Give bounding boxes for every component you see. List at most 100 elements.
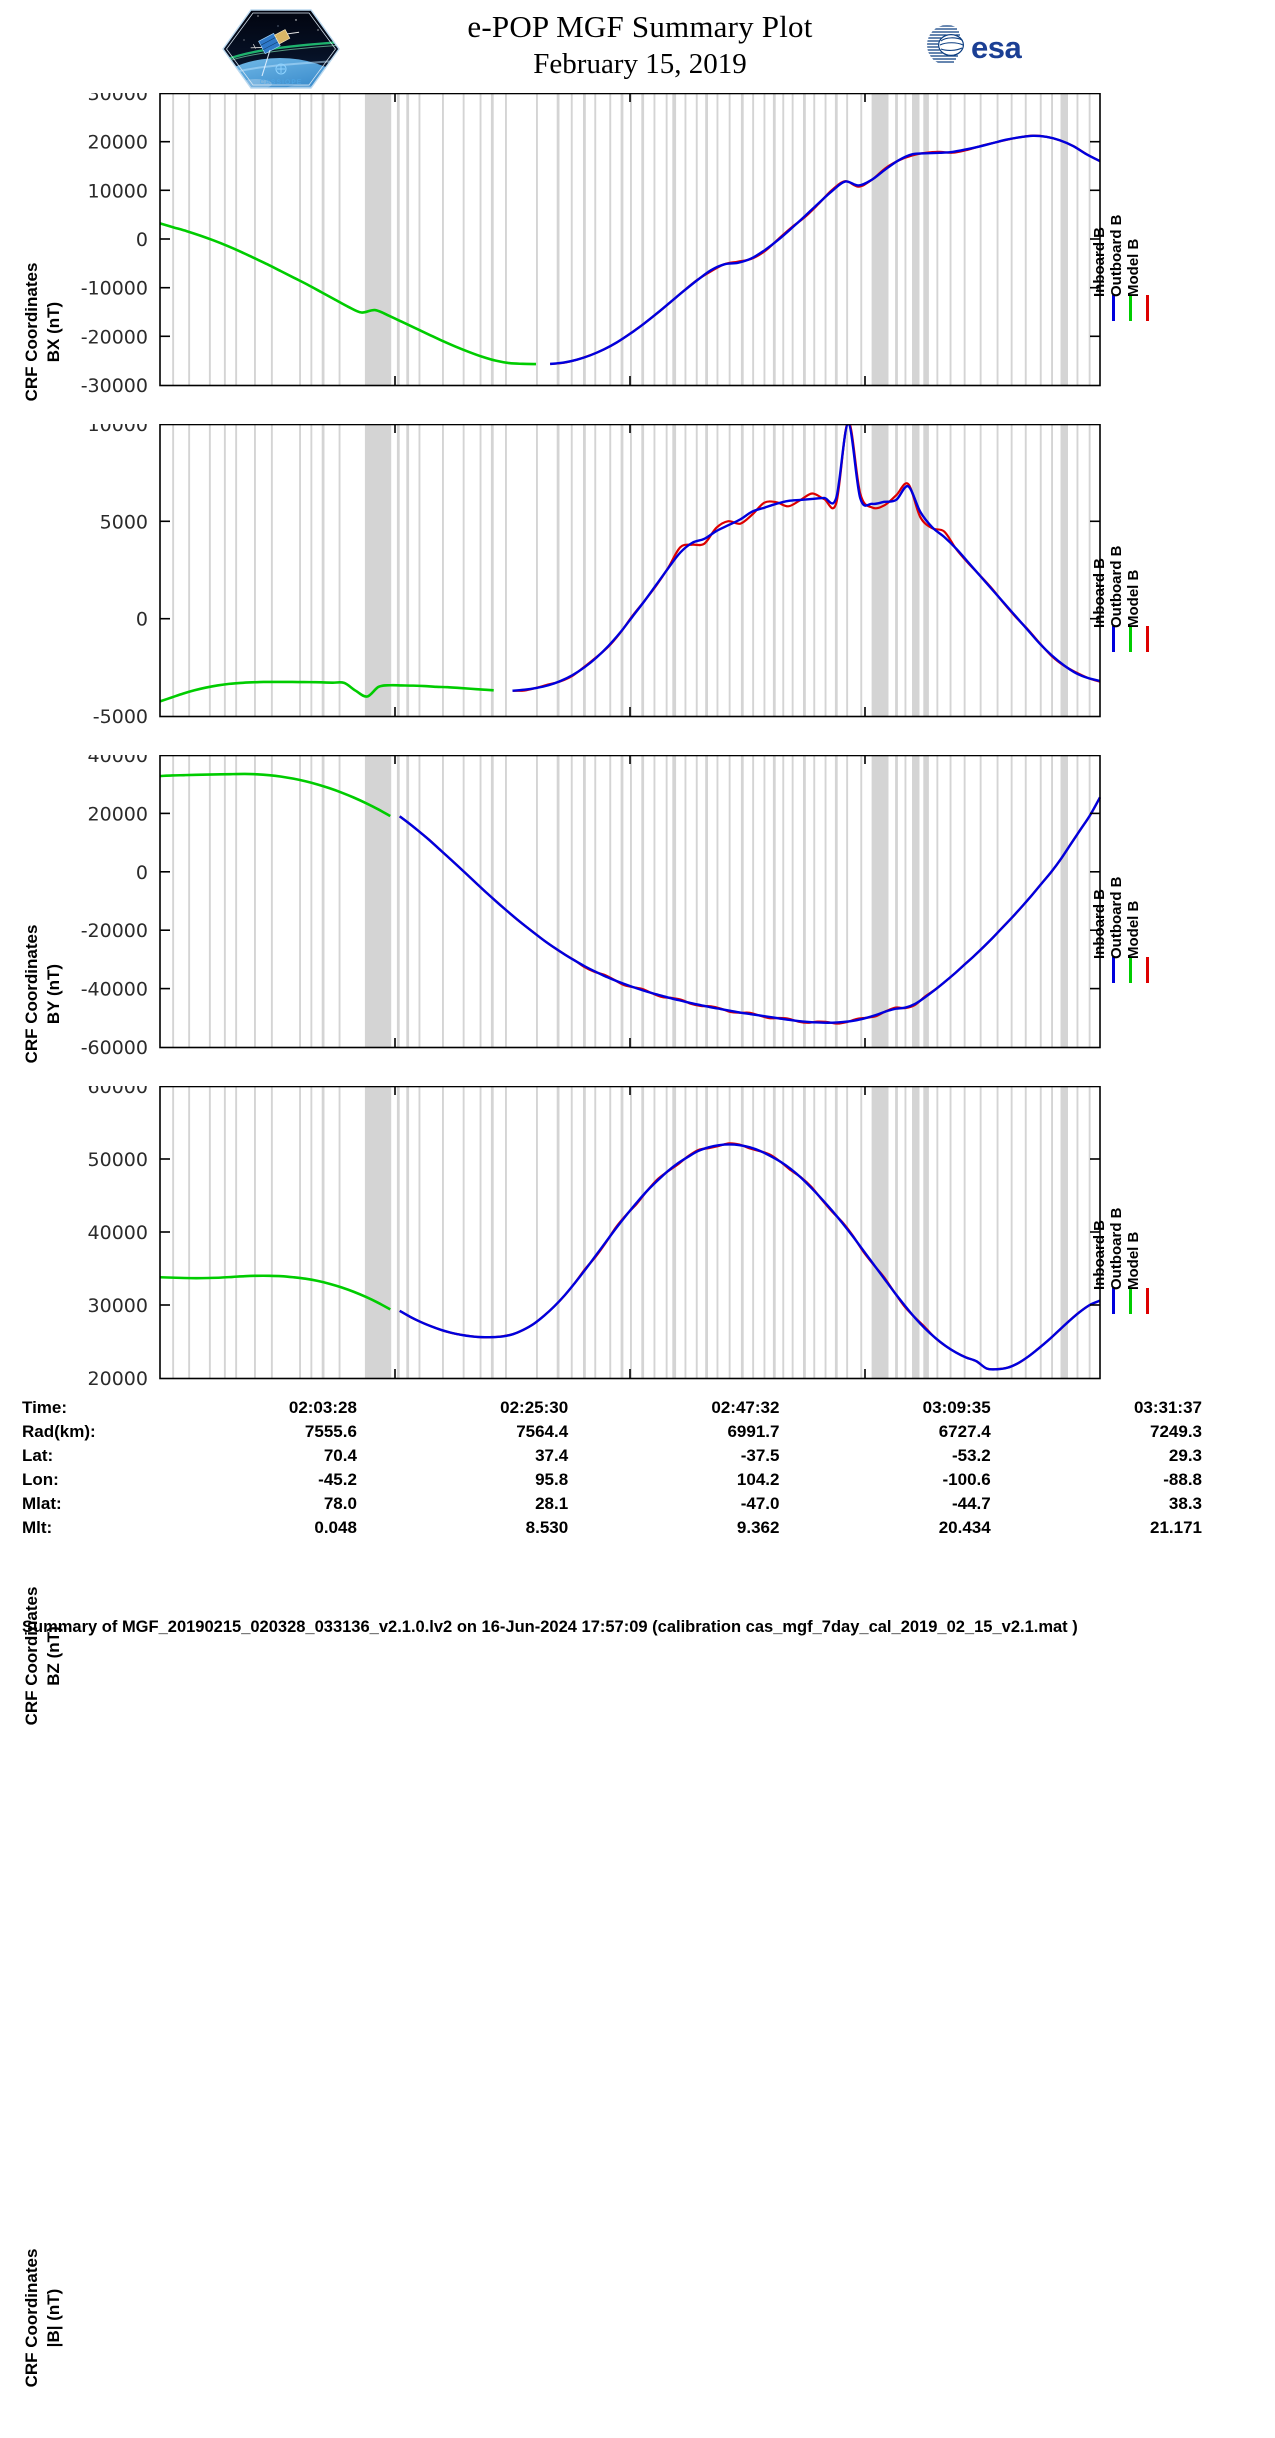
row-label: Lon: — [22, 1470, 59, 1489]
row-value: 03:09:35 — [922, 1398, 991, 1417]
page-header: CASSIOPE e-POP MGF Summary Plot February… — [0, 0, 1275, 92]
y-axis-label-bx: CRF Coordinates BX (nT) — [22, 212, 64, 452]
legend-label-outboard-b: Outboard B — [1108, 876, 1125, 960]
legend-swatch-inboard-b — [1112, 1288, 1115, 1314]
row-value: 28.1 — [535, 1494, 569, 1513]
data-gap-bands — [172, 425, 1091, 716]
row-value: 9.362 — [736, 1518, 780, 1537]
legend-bx: Inboard B Outboard B Model B — [1091, 93, 1172, 385]
y-tick-label: 50000 — [88, 1149, 148, 1171]
summary-plot-page: CASSIOPE e-POP MGF Summary Plot February… — [0, 0, 1275, 2387]
legend-swatch-outboard-b — [1129, 957, 1132, 983]
y-tick-label: -10000 — [81, 278, 148, 300]
row-value: -47.0 — [740, 1494, 780, 1513]
y-tick-label: -40000 — [81, 979, 148, 1001]
y-tick-label: 40000 — [88, 1222, 148, 1244]
legend-swatch-model-b — [1146, 1288, 1149, 1314]
y-tick-label: 5000 — [100, 511, 148, 533]
row-value: 02:47:32 — [711, 1398, 780, 1417]
legend-btot: Inboard B Outboard B Model B — [1091, 1086, 1172, 1378]
data-gap-bands — [172, 756, 1091, 1047]
row-value: -45.2 — [318, 1470, 357, 1489]
row-label: Mlt: — [22, 1518, 53, 1537]
row-value: 8.530 — [525, 1518, 569, 1537]
data-gap-bands — [172, 1087, 1091, 1378]
cassiope-mission-logo: CASSIOPE — [218, 6, 344, 92]
y-axis-label-bz: CRF Coordinates BZ (nT) — [22, 1536, 64, 1776]
table-row: Time: 02:03:28 02:25:30 02:47:32 03:09:35 03:… — [22, 1396, 1202, 1420]
series-inboard-b — [399, 1143, 1101, 1371]
series-inboard-b — [512, 424, 1101, 692]
legend-label-model-b: Model B — [1125, 1231, 1142, 1290]
legend-label-outboard-b: Outboard B — [1108, 214, 1125, 298]
x-axis-ticks — [394, 93, 866, 385]
legend-swatch-outboard-b — [1129, 295, 1132, 321]
y-tick-label: -5000 — [93, 706, 148, 724]
y-tick-label: 10000 — [88, 424, 148, 436]
row-value: 02:03:28 — [288, 1398, 357, 1417]
row-value: 38.3 — [1168, 1494, 1202, 1513]
row-value: 6991.7 — [727, 1422, 780, 1441]
legend-label-model-b: Model B — [1125, 238, 1142, 297]
row-value: -37.5 — [740, 1446, 780, 1465]
y-tick-label: 30000 — [88, 1295, 148, 1317]
y-axis-label-line-1: CRF Coordinates — [22, 262, 41, 402]
table-row: Lat: 70.4 37.4 -37.5 -53.2 29.3 — [22, 1444, 1202, 1468]
legend-label-model-b: Model B — [1125, 900, 1142, 959]
y-tick-label: 30000 — [88, 93, 148, 105]
legend-label-inboard-b: Inboard B — [1091, 889, 1108, 959]
row-value: 104.2 — [736, 1470, 780, 1489]
y-tick-label: 0 — [136, 862, 148, 884]
x-axis-ticks — [394, 424, 866, 716]
plot-panel-bz: 40000 20000 0 -20000 -40000 -60000 CRF Coordin… — [0, 755, 1275, 1725]
row-label: Time: — [22, 1398, 68, 1417]
legend-label-outboard-b: Outboard B — [1108, 1207, 1125, 1291]
y-tick-label: 60000 — [88, 1086, 148, 1098]
row-value: -100.6 — [942, 1470, 991, 1489]
row-label: Rad(km): — [22, 1422, 96, 1441]
title-line-2: February 15, 2019 — [533, 48, 747, 80]
series-outboard-b — [159, 1274, 391, 1311]
legend-bz: Inboard B Outboard B Model B — [1091, 755, 1172, 1047]
svg-text:CASSIOPE: CASSIOPE — [260, 79, 303, 86]
row-value: 7564.4 — [516, 1422, 569, 1441]
series-outboard-b — [159, 680, 494, 703]
legend-swatch-inboard-b — [1112, 957, 1115, 983]
y-axis-label-line-1: CRF Coordinates — [22, 2248, 41, 2388]
legend-label-inboard-b: Inboard B — [1091, 227, 1108, 297]
row-value: 03:31:37 — [1133, 1398, 1202, 1417]
y-axis-ticks: 60000 50000 40000 30000 20000 — [88, 1086, 1100, 1386]
table-row: Mlat: 78.0 28.1 -47.0 -44.7 38.3 — [22, 1492, 1202, 1516]
row-value: 0.048 — [314, 1518, 357, 1537]
plot-panel-btot: 60000 50000 40000 30000 20000 CRF Coordinates… — [0, 1086, 1275, 2387]
legend-label-model-b: Model B — [1125, 569, 1142, 628]
legend-swatch-inboard-b — [1112, 295, 1115, 321]
title-line-1: e-POP MGF Summary Plot — [467, 9, 813, 44]
legend-by: Inboard B Outboard B Model B — [1091, 424, 1172, 716]
y-tick-label: 20000 — [88, 1368, 148, 1386]
y-axis-label-line-2: BZ (nT) — [44, 1626, 63, 1686]
row-value: 78.0 — [323, 1494, 357, 1513]
series-outboard-b — [159, 222, 537, 366]
y-tick-label: 10000 — [88, 180, 148, 202]
y-axis-ticks: 30000 20000 10000 0 -10000 -20000 -30000 — [81, 93, 1100, 393]
row-value: 37.4 — [535, 1446, 569, 1465]
y-tick-label: -30000 — [81, 375, 148, 393]
y-tick-label: -20000 — [81, 326, 148, 348]
data-gap-bands — [172, 94, 1091, 385]
y-axis-ticks: 10000 5000 0 -5000 — [88, 424, 1100, 724]
row-value: 02:25:30 — [500, 1398, 569, 1417]
series-inboard-b — [398, 796, 1102, 1024]
series-inboard-b — [549, 134, 1101, 366]
row-label: Lat: — [22, 1446, 54, 1465]
row-value: 7555.6 — [304, 1422, 357, 1441]
ephemeris-table: Time: 02:03:28 02:25:30 02:47:32 03:09:35 03:… — [0, 1396, 1275, 1540]
esa-logo: esa — [925, 24, 1045, 66]
y-tick-label: 0 — [136, 229, 148, 251]
y-tick-label: -60000 — [81, 1037, 148, 1055]
table-row: Mlt: 0.048 8.530 9.362 20.434 21.171 — [22, 1516, 1202, 1540]
row-value: 95.8 — [535, 1470, 569, 1489]
y-axis-ticks: 40000 20000 0 -20000 -40000 -60000 — [81, 755, 1100, 1055]
legend-label-inboard-b: Inboard B — [1091, 558, 1108, 628]
table-row: Lon: -45.2 95.8 104.2 -100.6 -88.8 — [22, 1468, 1202, 1492]
